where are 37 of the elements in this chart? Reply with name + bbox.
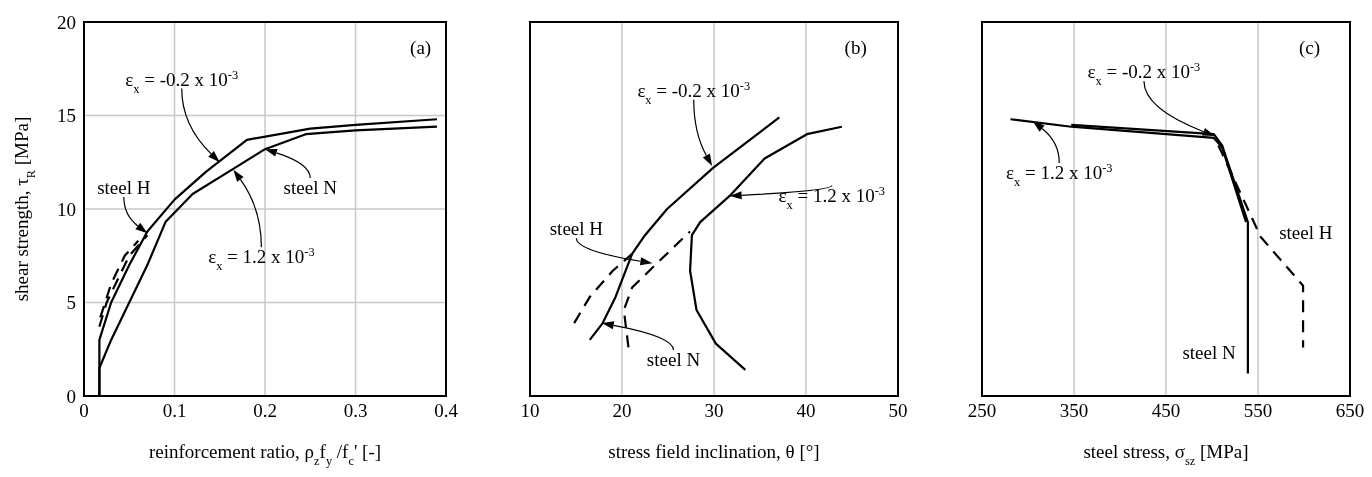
x-axis-title: reinforcement ratio, ρ$_{z}$f$_{y}$ /f$_{c}$' [-] [148, 441, 382, 468]
x-tick-label: 0.1 [162, 400, 187, 422]
x-tick-label: 50 [888, 400, 908, 422]
annotation: ε$_{x}$ = 1.2 x 10$^{-3}$ [208, 245, 315, 274]
x-tick-label: 650 [1335, 400, 1365, 422]
y-tick-label: 15 [57, 105, 76, 127]
annotation: steel N [646, 349, 701, 371]
x-tick-label: 550 [1243, 400, 1273, 422]
x-tick-label: 30 [704, 400, 724, 422]
x-tick-label: 0.3 [343, 400, 368, 422]
annotation: steel N [1182, 341, 1236, 363]
y-tick-label: 20 [57, 11, 76, 33]
annotation: ε$_{x}$ = -0.2 x 10$^{-3}$ [1087, 60, 1201, 89]
y-tick-label: 5 [66, 292, 76, 314]
annotation: ε$_{x}$ = 1.2 x 10$^{-3}$ [1006, 161, 1113, 190]
annotation: (b) [844, 36, 867, 59]
y-tick-label: 0 [66, 385, 76, 407]
annotation: steel H [97, 177, 151, 199]
x-axis-title: steel stress, σ$_{sz}$ [MPa] [1083, 441, 1249, 468]
x-tick-label: 250 [967, 400, 997, 422]
annotation: ε$_{x}$ = -0.2 x 10$^{-3}$ [637, 78, 751, 107]
x-tick-label: 450 [1151, 400, 1181, 422]
x-tick-label: 0.4 [434, 400, 459, 422]
annotation: steel H [549, 218, 604, 240]
x-axis-title: stress field inclination, θ [°] [608, 441, 820, 462]
x-tick-label: 40 [796, 400, 816, 422]
x-tick-label: 20 [612, 400, 632, 422]
x-tick-label: 10 [520, 400, 540, 422]
annotation: (c) [1298, 36, 1321, 59]
x-tick-label: 350 [1059, 400, 1089, 422]
y-tick-label: 10 [57, 198, 76, 220]
annotation: ε$_{x}$ = 1.2 x 10$^{-3}$ [778, 183, 885, 212]
annotation: steel N [283, 177, 338, 199]
x-tick-label: 0.2 [253, 400, 277, 422]
annotation: ε$_{x}$ = -0.2 x 10$^{-3}$ [125, 67, 239, 96]
annotation: steel H [1279, 221, 1333, 243]
annotation: (a) [410, 36, 432, 59]
